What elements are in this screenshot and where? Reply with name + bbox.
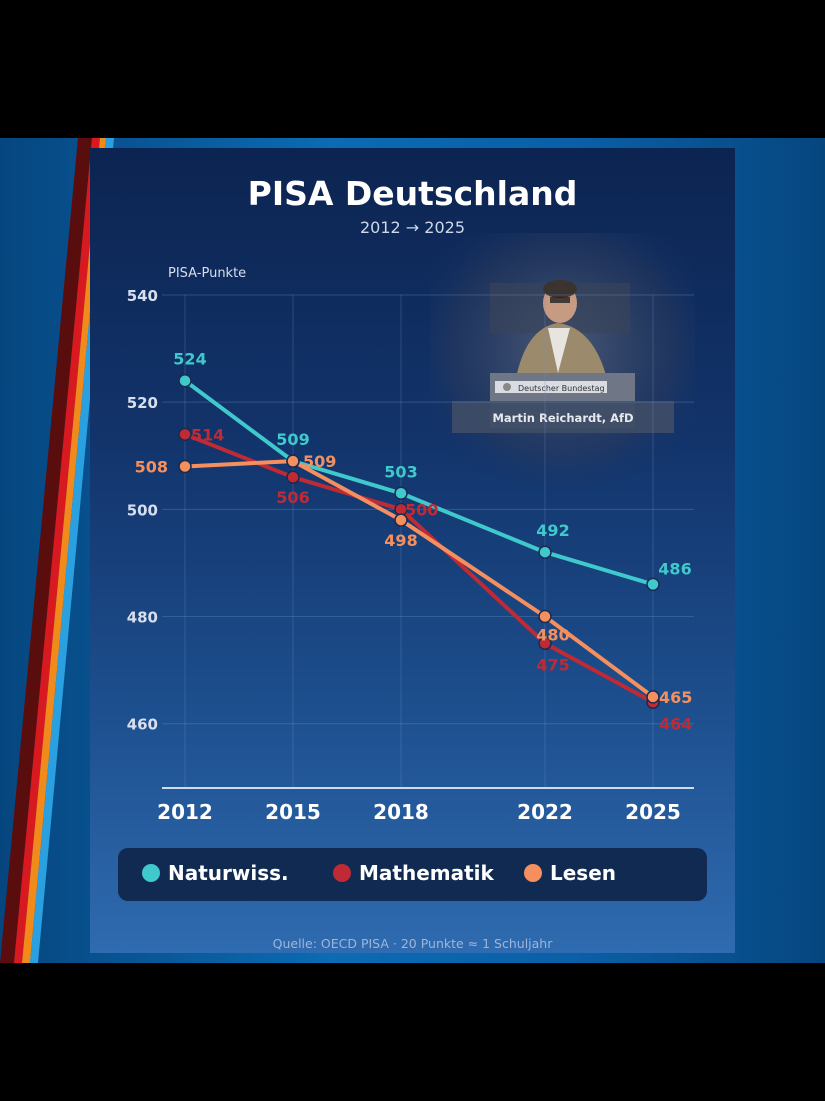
data-label: 503 (384, 462, 417, 481)
series-line-mathematik (183, 432, 655, 705)
legend-item-mathematik: Mathematik (333, 861, 494, 885)
data-point (178, 373, 192, 388)
data-point (394, 513, 408, 527)
legend-item-lesen: Lesen (524, 861, 616, 885)
speaker-photo: Deutscher Bundestag Martin Reichardt, Af… (430, 233, 695, 488)
y-tick-label: 460 (127, 716, 158, 734)
legend-label-naturwiss: Naturwiss. (168, 861, 289, 885)
data-label: 475 (536, 655, 569, 674)
line-chart: 460 480 500 520 540 2012 2015 2018 2022 2025 524 50… (127, 287, 694, 824)
legend-dot-lesen (524, 864, 542, 882)
data-point (538, 609, 552, 624)
source-note: Quelle: OECD PISA · 20 Punkte ≈ 1 Schulj… (272, 936, 553, 951)
data-point (286, 454, 300, 468)
data-point (646, 690, 660, 704)
podium-label: Deutscher Bundestag (518, 384, 605, 393)
data-label: 486 (658, 559, 691, 578)
y-tick-label: 480 (127, 609, 158, 627)
chart-card: Deutscher Bundestag Martin Reichardt, Af… (90, 148, 735, 953)
data-point (178, 459, 192, 474)
y-tick-label: 540 (127, 287, 158, 305)
legend-dot-mathematik (333, 864, 351, 882)
video-frame: Deutscher Bundestag Martin Reichardt, Af… (0, 138, 825, 963)
y-tick-label: 500 (127, 501, 158, 519)
data-label: 492 (536, 521, 569, 540)
x-tick-label: 2025 (625, 800, 681, 824)
legend-item-naturwiss: Naturwiss. (142, 861, 289, 885)
legend-dot-naturwiss (142, 864, 160, 882)
chart-title: PISA Deutschland (247, 174, 578, 213)
data-point (646, 577, 660, 592)
data-label: 464 (659, 714, 692, 733)
data-point (178, 427, 192, 442)
y-tick-label: 520 (127, 394, 158, 412)
data-label: 498 (384, 531, 417, 550)
x-tick-label: 2018 (373, 800, 429, 824)
side-stripes (0, 138, 114, 963)
chart-subtitle: 2012 → 2025 (359, 218, 465, 237)
data-point (538, 545, 552, 559)
data-point (538, 636, 552, 651)
data-label: 508 (135, 457, 168, 476)
data-label: 509 (303, 452, 336, 471)
caption-bar (452, 401, 674, 433)
series-line-naturwiss (183, 378, 655, 587)
y-axis-label: PISA-Punkte (168, 266, 247, 281)
x-tick-label: 2015 (265, 800, 321, 824)
podium-sign (495, 381, 607, 393)
series-line-lesen (183, 459, 655, 699)
data-label: 480 (536, 626, 569, 645)
x-tick-label: 2012 (157, 800, 213, 824)
data-label: 465 (659, 688, 692, 707)
data-label: 524 (173, 350, 206, 369)
data-label: 509 (276, 430, 309, 449)
data-label: 514 (191, 425, 224, 444)
data-point (286, 470, 300, 484)
x-tick-label: 2022 (517, 800, 573, 824)
data-label: 500 (405, 500, 438, 519)
legend-label-lesen: Lesen (550, 861, 617, 885)
legend-label-mathematik: Mathematik (359, 861, 494, 885)
data-label: 506 (276, 488, 309, 507)
legend: Naturwiss. Mathematik Lesen (118, 848, 707, 901)
data-point (394, 486, 408, 501)
speaker-caption: Martin Reichardt, AfD (492, 411, 633, 425)
